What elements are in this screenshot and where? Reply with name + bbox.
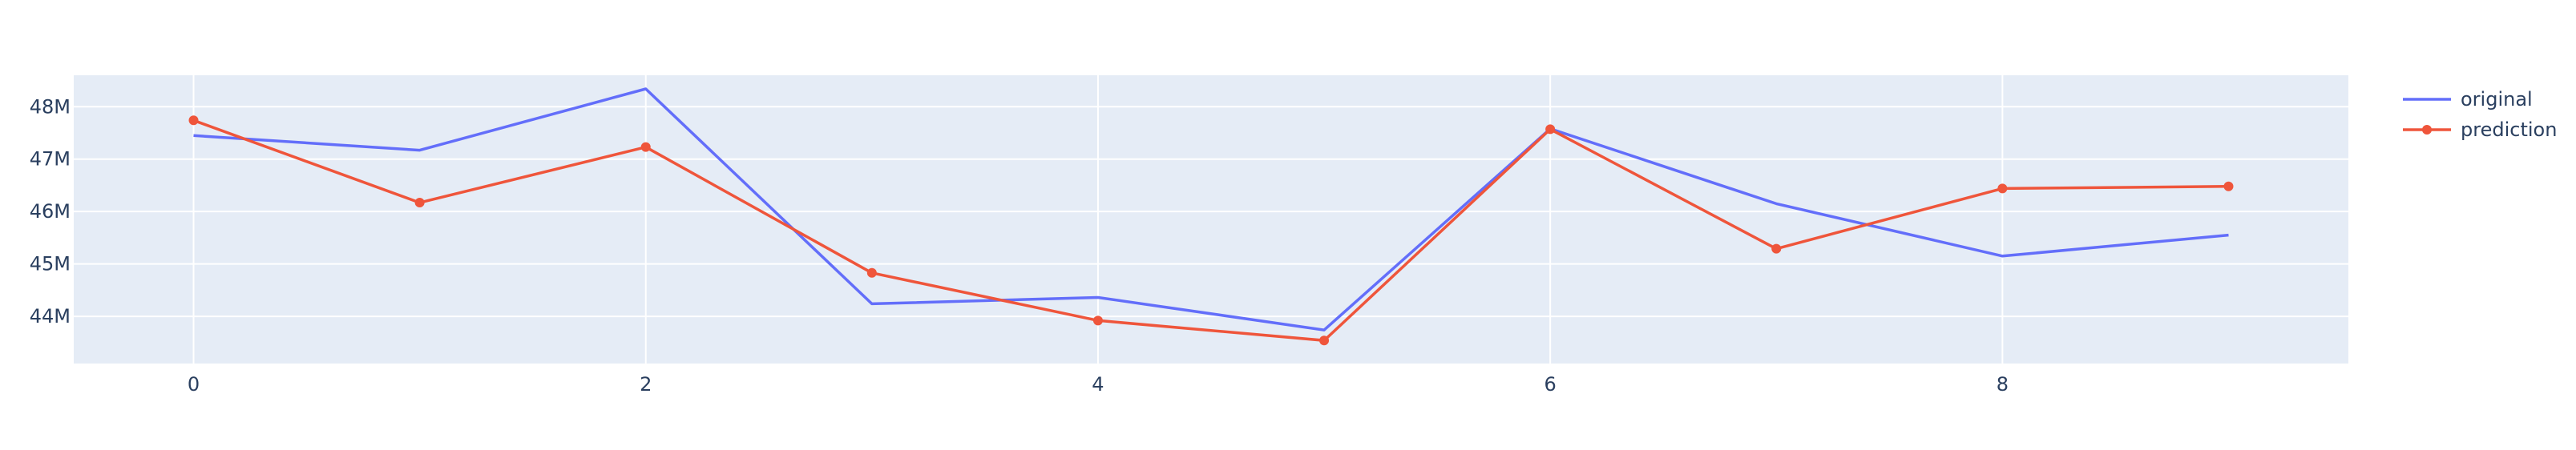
x-axis-ticks: 0 2 4 6 8 (188, 373, 2009, 396)
series-line-prediction (192, 119, 2229, 342)
series-line-original (193, 87, 2229, 331)
legend-label: original (2461, 88, 2533, 110)
legend[interactable]: original prediction (2403, 88, 2557, 141)
data-point-prediction[interactable] (866, 267, 877, 278)
y-tick-label: 46M (30, 200, 71, 223)
series-original (193, 87, 2229, 331)
data-point-prediction[interactable] (1092, 315, 1103, 326)
data-point-prediction[interactable] (1997, 183, 2008, 194)
legend-item-prediction[interactable]: prediction (2403, 119, 2557, 141)
data-point-prediction[interactable] (1771, 243, 1782, 254)
y-axis-ticks: 44M 45M 46M 47M 48M (30, 95, 71, 327)
legend-marker (2422, 125, 2432, 135)
data-point-prediction[interactable] (2223, 181, 2234, 191)
x-tick-label: 4 (1092, 373, 1104, 396)
series-prediction (188, 115, 2234, 346)
x-tick-label: 0 (188, 373, 200, 396)
y-tick-label: 47M (30, 148, 71, 171)
grid-lines (74, 75, 2348, 364)
data-point-prediction[interactable] (414, 198, 425, 208)
plot-area (74, 75, 2348, 364)
legend-label: prediction (2461, 119, 2557, 141)
x-tick-label: 2 (640, 373, 652, 396)
data-point-prediction[interactable] (188, 115, 199, 126)
y-tick-label: 48M (30, 95, 71, 118)
series-layer (188, 87, 2234, 346)
legend-item-original[interactable]: original (2403, 88, 2533, 110)
x-tick-label: 8 (1997, 373, 2009, 396)
data-point-prediction[interactable] (1319, 335, 1330, 346)
y-tick-label: 45M (30, 253, 71, 275)
x-tick-label: 6 (1544, 373, 1557, 396)
data-point-prediction[interactable] (1545, 124, 1556, 135)
y-tick-label: 44M (30, 305, 71, 327)
data-point-prediction[interactable] (640, 142, 651, 152)
